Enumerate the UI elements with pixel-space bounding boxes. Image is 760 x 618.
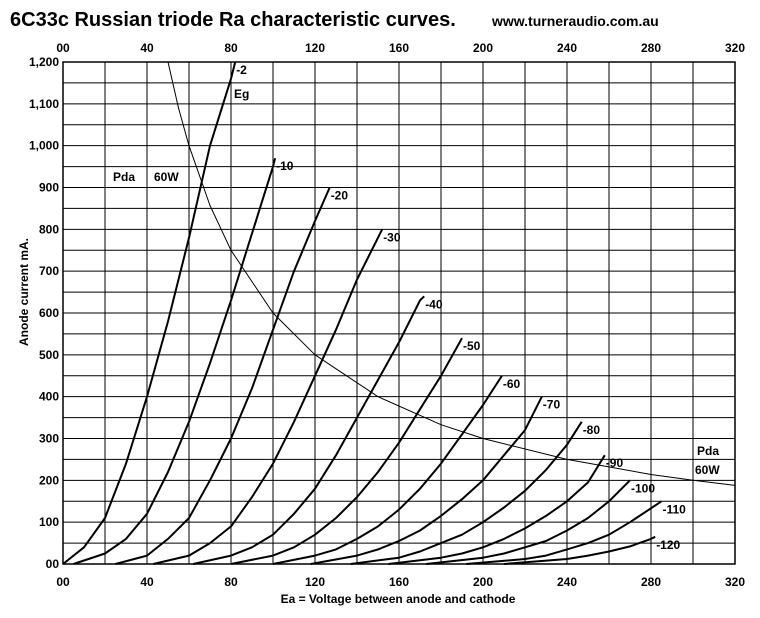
grid-voltage-curve [153, 228, 384, 565]
x-tick-label-bottom: 00 [56, 575, 70, 589]
annotation-60w-right: 60W [695, 463, 720, 477]
curve-labels: -2 -10 -20 -30 -40 -50 -60 -70 -80 -90 -100 -110 -12… [236, 63, 686, 552]
y-tick-label: 900 [39, 181, 59, 195]
x-tick-label-top: 160 [389, 41, 409, 55]
y-tick-label: 1,100 [29, 97, 59, 111]
y-tick-label: 300 [39, 432, 59, 446]
x-tick-label-top: 40 [140, 41, 154, 55]
annotation-pda-left: Pda [113, 170, 135, 184]
curve-label: -10 [276, 159, 294, 173]
grid-voltage-curve [426, 479, 631, 565]
grid-voltage-curve [272, 375, 503, 565]
curve-label: -50 [463, 339, 481, 353]
annotation-60w-left: 60W [154, 170, 179, 184]
chart-title: 6C33c Russian triode Ra characteristic c… [10, 9, 456, 31]
grid-voltage-curve [62, 61, 237, 565]
website-label: www.turneraudio.com.au [491, 13, 659, 29]
x-tick-label-bottom: 240 [557, 575, 577, 589]
x-tick-label-bottom: 160 [389, 575, 409, 589]
curve-label: -80 [583, 423, 601, 437]
x-tick-label-top: 120 [305, 41, 325, 55]
curve-label: -60 [503, 377, 521, 391]
x-axis-label: Ea = Voltage between anode and cathode [281, 592, 516, 606]
curve-label: -120 [656, 538, 680, 552]
curve-label: -70 [543, 398, 561, 412]
curve-label: -40 [425, 297, 443, 311]
grid-voltage-curve [350, 421, 583, 565]
curve-label: -90 [606, 456, 624, 470]
x-tick-label-bottom: 320 [725, 575, 745, 589]
x-tick-label-top: 280 [641, 41, 661, 55]
curve-label: -100 [631, 481, 655, 495]
curves [62, 61, 736, 565]
grid-voltage-curve [503, 535, 656, 565]
x-tick-label-top: 00 [56, 41, 70, 55]
grid-voltage-curve [115, 187, 331, 565]
grid-voltage-curve [388, 454, 606, 565]
y-tick-label: 800 [39, 222, 59, 236]
x-tick-label-bottom: 280 [641, 575, 661, 589]
y-tick-label: 700 [39, 264, 59, 278]
y-tick-label: 200 [39, 473, 59, 487]
x-tick-label-bottom: 120 [305, 575, 325, 589]
annotation-eg: Eg [234, 87, 249, 101]
tick-labels: 00 00 40 40 80 80 120 120 160 160 200 200 240 240 280 2… [29, 41, 745, 589]
x-tick-label-top: 200 [473, 41, 493, 55]
y-tick-label: 500 [39, 348, 59, 362]
x-tick-label-top: 240 [557, 41, 577, 55]
y-tick-label: 600 [39, 306, 59, 320]
x-tick-label-top: 320 [725, 41, 745, 55]
y-tick-label: 400 [39, 390, 59, 404]
grid-voltage-curve [466, 500, 663, 565]
x-tick-label-bottom: 80 [224, 575, 238, 589]
curve-label: -110 [663, 502, 687, 516]
y-tick-label: 100 [39, 515, 59, 529]
x-tick-label-bottom: 200 [473, 575, 493, 589]
curve-label: -30 [383, 230, 401, 244]
curve-label: -2 [236, 63, 247, 77]
curve-label: -20 [331, 189, 349, 203]
grid-voltage-curve [192, 295, 425, 565]
annotation-pda-right: Pda [697, 444, 719, 458]
y-axis-label: Anode current mA. [17, 238, 31, 346]
x-tick-label-top: 80 [224, 41, 238, 55]
grid-voltage-curve [73, 157, 277, 565]
grid-voltage-curve [230, 337, 463, 565]
y-tick-label: 1,200 [29, 55, 59, 69]
plate-dissipation-curve [167, 61, 736, 486]
plot-border [62, 61, 736, 565]
x-tick-label-bottom: 40 [140, 575, 154, 589]
y-tick-label: 1,000 [29, 139, 59, 153]
grid-voltage-curve [310, 396, 543, 565]
y-tick-label: 00 [46, 557, 60, 571]
